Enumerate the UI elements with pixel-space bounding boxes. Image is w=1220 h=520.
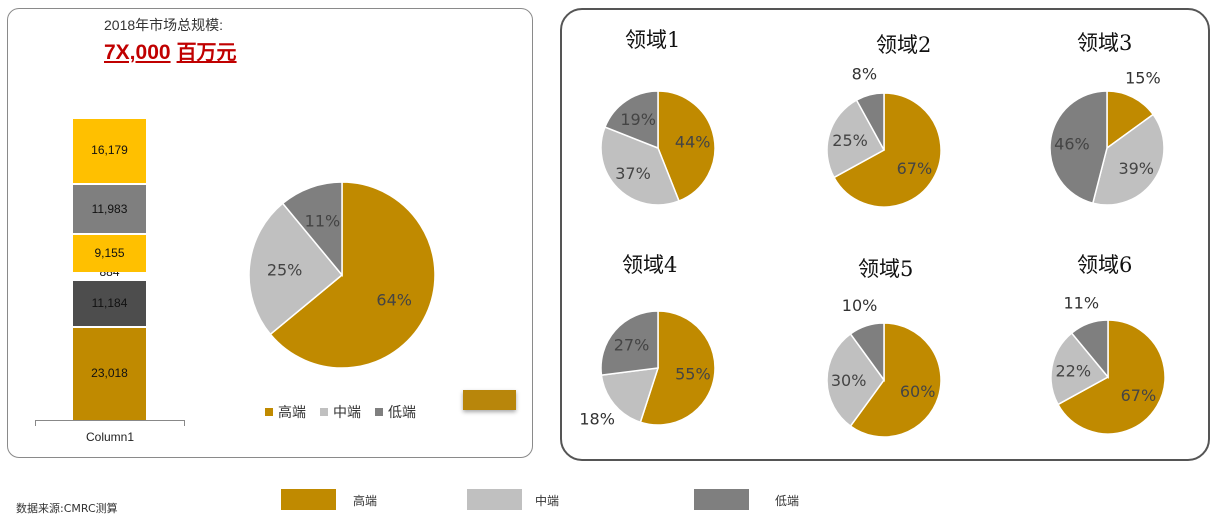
bar-segment-low-2: 11,184 [73,281,146,326]
pie-chart-segment-5: 60% 30% 10% [826,296,942,438]
total-value: 7X,000 百万元 [104,36,237,65]
x-axis [35,420,185,426]
pie-value-label: 10% [842,296,878,315]
bar-segment-high-1: 16,179 [73,118,146,184]
pie-slice-high [269,181,436,369]
pie-slice-low [600,310,659,376]
total-unit: 百万元 [176,40,237,64]
pie-value-label: 30% [831,371,867,390]
pie-chart-segment-1: 44% 37% 19% [600,90,716,206]
bar-segment-label: 23,018 [91,366,128,381]
pie-slice-high [1057,319,1166,435]
pie-value-label: 55% [675,365,711,384]
pie-slice-low [855,92,885,151]
pie-title-segment-5: 领域5 [858,257,914,281]
legend-swatch-low [375,408,383,416]
bar-segment-label: 11,983 [91,201,128,216]
pie-slice-low [1049,90,1108,205]
pie-value-label: 67% [897,159,933,178]
bar-segment-label: 16,179 [91,143,128,158]
pie-value-label: 19% [620,110,656,129]
pie-slice-high [833,92,942,208]
pie-slice-mid [600,367,660,424]
pie-slice-mid [1050,332,1110,406]
pie-value-label: 60% [900,382,936,401]
pie-value-label: 25% [832,131,868,150]
pie-slice-mid [600,126,680,206]
pie-value-label: 15% [1125,69,1161,88]
legend-label-low: 低端 [388,405,416,421]
pie-value-label: 8% [852,64,877,83]
pie-title-segment-2: 领域2 [876,33,932,57]
main-pie-legend: 高端 中端 低端 [265,402,416,422]
pie-title-segment-3: 领域3 [1077,31,1133,55]
pie-slice-low [281,181,343,278]
legend-label-mid: 中端 [333,405,361,421]
legend-item-low: 低端 [375,402,416,422]
pie-chart-segment-6: 67% 22% 11% [1050,294,1166,435]
pie-value-label: 37% [615,164,651,183]
pie-slice-low [604,90,659,150]
legend-swatch-high [265,408,273,416]
pie-slice-mid [826,99,886,179]
pie-chart-segment-4: 55% 18% 27% [579,310,716,428]
bar-segment-mid-1: 9,155 [73,235,146,272]
pie-slice-mid [1091,113,1165,206]
pie-slice-mid [826,332,885,428]
pie-value-label: 67% [1121,386,1157,405]
bottom-legend-swatch-mid [467,489,522,510]
pie-slice-low [849,322,885,383]
x-axis-category-label: Column1 [85,430,135,444]
bottom-legend-label-high: 高端 [353,494,378,508]
pie-value-label: 39% [1118,159,1154,178]
legend-item-mid: 中端 [320,402,361,422]
pie-value-label: 44% [675,132,711,151]
legend-item-high: 高端 [265,402,306,422]
pie-value-label: 46% [1054,135,1090,154]
pie-chart-segment-3: 15% 39% 46% [1049,69,1165,206]
pie-slice-high [849,322,942,438]
bottom-legend-swatch-low [694,489,749,510]
pie-chart-overall: 64% 25% 11% [248,181,436,369]
pie-slice-high [1106,90,1155,150]
pie-title-segment-1: 领域1 [625,28,681,52]
pie-slice-low [1070,319,1109,380]
total-caption: 2018年市场总规模: [104,17,224,33]
legend-swatch-mid [320,408,328,416]
bar-segment-high-2: 23,018 [73,327,146,420]
pie-value-label: 27% [614,336,650,355]
pie-slice-mid [248,202,344,336]
pie-value-label: 11% [305,212,341,231]
bottom-legend-label-mid: 中端 [535,494,560,508]
legend-label-high: 高端 [278,405,306,421]
pie-slice-high [639,310,716,426]
pie-value-label: 18% [579,409,615,428]
pie-title-segment-4: 领域4 [622,253,678,277]
pie-chart-segment-2: 67% 25% 8% [826,64,942,208]
bar-segment-low-1: 11,983 [73,185,146,234]
decorative-swatch [463,390,516,410]
bottom-legend-label-low: 低端 [775,494,800,508]
total-number: 7X,000 [104,41,171,64]
bar-segment-label: 9,155 [94,246,125,261]
pie-title-segment-6: 领域6 [1077,253,1133,277]
bar-segment-label: 11,184 [91,295,128,310]
pie-value-label: 22% [1056,361,1092,380]
pie-slice-high [657,90,716,202]
pie-value-label: 64% [376,291,412,310]
data-source-note: 数据来源:CMRC测算 [16,502,118,515]
pie-value-label: 11% [1063,294,1099,313]
pie-value-label: 25% [267,261,303,280]
bottom-legend-swatch-high [281,489,336,510]
